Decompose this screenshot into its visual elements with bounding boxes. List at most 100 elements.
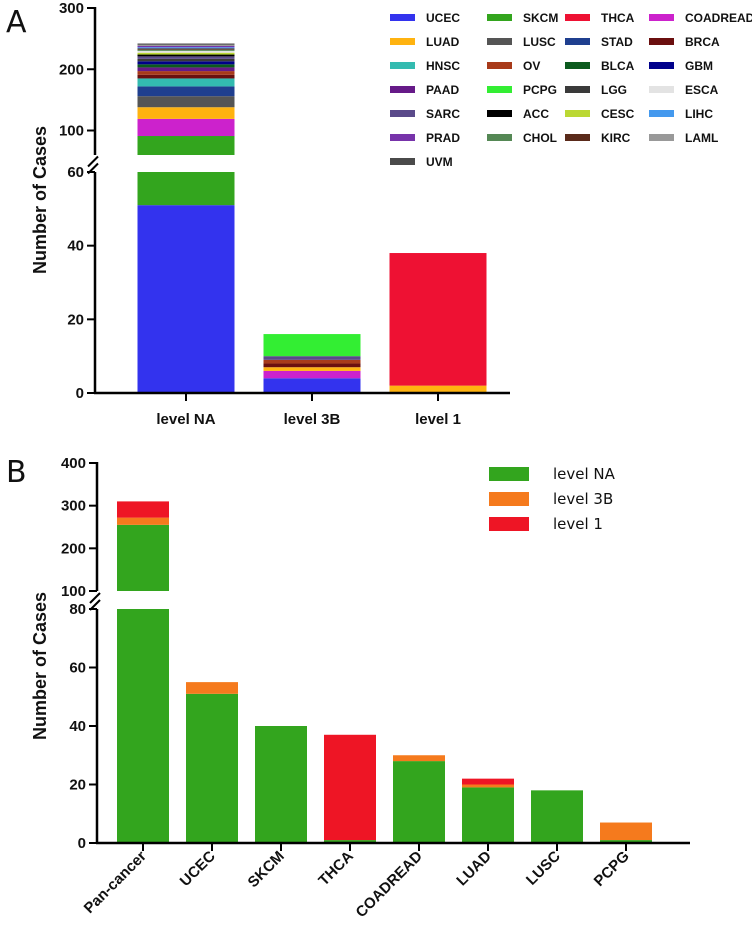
y-tick-label: 0 bbox=[76, 385, 84, 402]
legend-a-label-lusc: LUSC bbox=[523, 35, 556, 49]
y-axis-title: Number of Cases bbox=[30, 126, 50, 274]
legend-a-swatch-kirc bbox=[565, 134, 590, 141]
bar-level-na-skcm-upper bbox=[137, 136, 235, 155]
bar-pan-cancer-level-1-upper bbox=[117, 501, 169, 518]
legend-a-label-esca: ESCA bbox=[685, 83, 719, 97]
chart-a: level NA level 3B level 1 0 20 40 60 100 200 300 N… bbox=[30, 0, 510, 428]
legend-a-label-hnsc: HNSC bbox=[426, 59, 460, 73]
y-tick-label: 300 bbox=[61, 498, 86, 515]
bar-coadread-level-3b bbox=[393, 755, 445, 762]
y-tick-label: 0 bbox=[78, 835, 86, 852]
legend-a-swatch-gbm bbox=[649, 62, 674, 69]
legend-a-swatch-blca bbox=[565, 62, 590, 69]
bar-pan-cancer-level-3b-upper bbox=[117, 517, 169, 525]
legend-a-label-skcm: SKCM bbox=[523, 11, 558, 25]
legend-a-swatch-esca bbox=[649, 86, 674, 93]
bar-level-3b-pcpg bbox=[263, 334, 361, 357]
legend-a-label-luad: LUAD bbox=[426, 35, 460, 49]
bar-pan-cancer-level-na bbox=[117, 609, 169, 843]
legend-a-label-coadread: COADREAD bbox=[685, 11, 752, 25]
bar-level-na-kirc-upper bbox=[137, 48, 235, 50]
x-tick-label: Pan-cancer bbox=[81, 848, 150, 917]
y-tick-label: 400 bbox=[61, 455, 86, 472]
legend-a-label-gbm: GBM bbox=[685, 59, 713, 73]
y-tick-label: 200 bbox=[61, 540, 86, 557]
legend-a-label-acc: ACC bbox=[523, 107, 549, 121]
bar-level-na-lihc-upper bbox=[137, 47, 235, 49]
axis-break-mark bbox=[87, 155, 99, 168]
bar-level-na-stad-upper bbox=[137, 86, 235, 97]
x-tick-label: PCPG bbox=[591, 848, 633, 890]
legend-a-label-pcpg: PCPG bbox=[523, 83, 557, 97]
legend-a-swatch-prad bbox=[390, 134, 415, 141]
y-tick-label: 40 bbox=[67, 238, 84, 255]
panel-a-letter: A bbox=[6, 5, 27, 40]
bar-level-3b-brca bbox=[263, 363, 361, 368]
bar-luad-level-3b bbox=[462, 784, 514, 788]
x-tick-label: LUAD bbox=[453, 848, 495, 890]
bar-luad-level-na bbox=[462, 787, 514, 843]
legend-a: UCEC SKCM THCA COADREAD LUAD LUSC STAD BRCA HNSC… bbox=[390, 11, 752, 169]
y-tick-label: 20 bbox=[69, 777, 86, 794]
legend-a-swatch-laml bbox=[649, 134, 674, 141]
y-tick-label: 100 bbox=[61, 583, 86, 600]
bar-level-na-prad-upper bbox=[137, 45, 235, 48]
legend-b: level NA level 3B level 1 bbox=[489, 465, 616, 533]
legend-a-swatch-paad bbox=[390, 86, 415, 93]
legend-b-label-level-1: level 1 bbox=[553, 515, 603, 533]
legend-a-label-stad: STAD bbox=[601, 35, 633, 49]
bar-level-na-lgg-upper bbox=[137, 58, 235, 62]
y-tick-label: 200 bbox=[59, 61, 84, 78]
legend-b-label-level-3b: level 3B bbox=[553, 490, 613, 508]
x-tick-label: SKCM bbox=[245, 848, 288, 891]
legend-b-label-level-na: level NA bbox=[553, 465, 616, 483]
y-tick-label: 60 bbox=[69, 660, 86, 677]
bar-level-3b-luad bbox=[263, 367, 361, 371]
legend-b-swatch-level-1 bbox=[489, 517, 529, 531]
legend-a-swatch-skcm bbox=[487, 14, 512, 21]
x-tick-label: level 1 bbox=[415, 411, 461, 428]
x-tick-label: LUSC bbox=[523, 848, 564, 889]
bar-level-na-blca-upper bbox=[137, 64, 235, 68]
x-tick-label: THCA bbox=[315, 848, 357, 890]
bar-level-3b-ucec bbox=[263, 378, 361, 393]
y-tick-label: 300 bbox=[59, 0, 84, 17]
bar-level-na-ov-upper bbox=[137, 71, 235, 75]
legend-a-swatch-cesc bbox=[565, 110, 590, 117]
legend-a-label-blca: BLCA bbox=[601, 59, 635, 73]
bar-level-na-acc-upper bbox=[137, 54, 235, 57]
bar-level-1-thca bbox=[389, 253, 487, 386]
x-tick-label: UCEC bbox=[177, 848, 219, 890]
bar-skcm-level-na bbox=[255, 726, 307, 843]
y-tick-label: 40 bbox=[69, 718, 86, 735]
legend-a-swatch-luad bbox=[390, 38, 415, 45]
legend-a-swatch-pcpg bbox=[487, 86, 512, 93]
legend-a-label-paad: PAAD bbox=[426, 83, 459, 97]
y-axis-title: Number of Cases bbox=[30, 592, 50, 740]
bar-thca-level-1 bbox=[324, 734, 376, 841]
legend-a-label-cesc: CESC bbox=[601, 107, 635, 121]
x-tick-label: level 3B bbox=[284, 411, 341, 428]
bar-coadread-level-na bbox=[393, 761, 445, 843]
bar-level-na-chol-upper bbox=[137, 49, 235, 51]
legend-a-label-prad: PRAD bbox=[426, 131, 460, 145]
bar-pcpg-level-3b bbox=[600, 822, 652, 841]
legend-a-swatch-ov bbox=[487, 62, 512, 69]
y-tick-label: 100 bbox=[59, 123, 84, 140]
bar-level-na-luad-upper bbox=[137, 107, 235, 119]
legend-a-swatch-acc bbox=[487, 110, 512, 117]
x-tick-label: level NA bbox=[156, 411, 215, 428]
bar-level-na-sarc-upper bbox=[137, 56, 235, 59]
legend-a-swatch-lusc bbox=[487, 38, 512, 45]
bar-level-3b-ov bbox=[263, 359, 361, 364]
legend-a-label-lihc: LIHC bbox=[685, 107, 713, 121]
legend-a-swatch-brca bbox=[649, 38, 674, 45]
bar-level-na-esca-upper bbox=[137, 50, 235, 53]
legend-a-swatch-uvm bbox=[390, 158, 415, 165]
bar-level-na-hnsc-upper bbox=[137, 78, 235, 87]
bar-pan-cancer-level-na-upper bbox=[117, 524, 169, 591]
legend-a-swatch-lihc bbox=[649, 110, 674, 117]
bar-level-na-ucec bbox=[137, 205, 235, 393]
y-tick-label: 80 bbox=[69, 601, 86, 618]
